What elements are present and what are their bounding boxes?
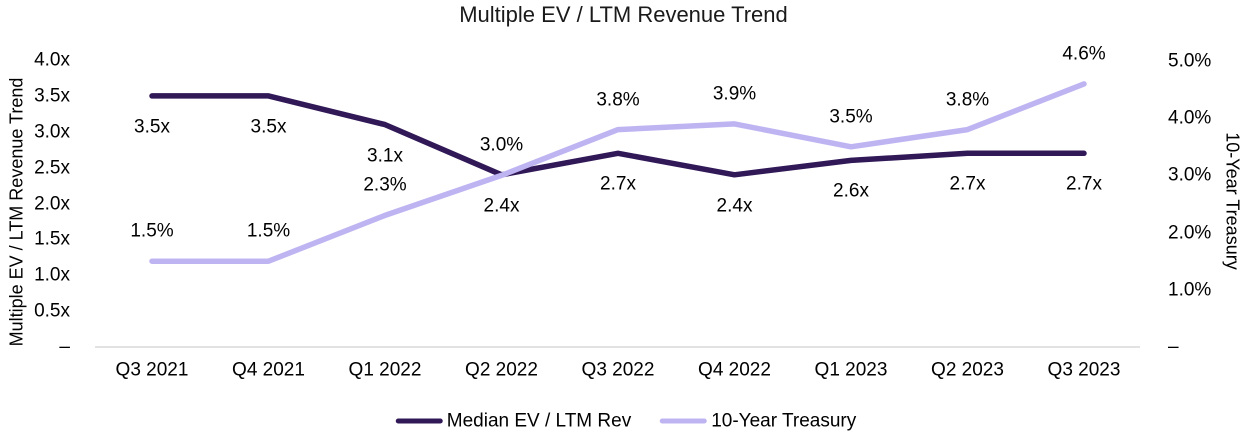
x-axis-label: Q2 2023: [931, 359, 1004, 381]
right-tick-label: 1.0%: [1168, 279, 1212, 301]
data-label: 3.1x: [367, 145, 403, 167]
data-label: 2.6x: [833, 180, 869, 202]
right-tick-label: 3.0%: [1168, 164, 1212, 186]
right-tick-label: 5.0%: [1168, 50, 1212, 72]
right-tick-label: –: [1168, 336, 1179, 358]
x-axis-label: Q3 2021: [115, 359, 189, 381]
left-tick-label: 1.0x: [34, 264, 70, 286]
x-axis-label: Q2 2022: [465, 359, 538, 381]
legend: Median EV / LTM Rev 10-Year Treasury: [395, 410, 856, 432]
left-tick-label: 4.0x: [34, 49, 70, 71]
data-label: 2.7x: [600, 173, 636, 195]
x-axis-label: Q1 2023: [814, 359, 888, 381]
right-tick-label: 4.0%: [1168, 107, 1212, 129]
x-axis-label: Q4 2022: [698, 359, 771, 381]
right-tick-label: 2.0%: [1168, 222, 1212, 244]
x-axis-label: Q4 2021: [232, 359, 305, 381]
data-label: 1.5%: [246, 220, 291, 242]
legend-swatch-icon: [660, 418, 708, 424]
x-axis-label: Q3 2023: [1047, 359, 1121, 381]
data-label: 2.4x: [716, 195, 753, 217]
data-label: 2.7x: [949, 173, 986, 195]
x-axis-label: Q1 2022: [348, 359, 422, 381]
left-tick-label: 0.5x: [34, 300, 70, 322]
data-label: 3.8%: [945, 89, 990, 111]
data-label: 3.9%: [712, 83, 757, 105]
data-label: 1.5%: [130, 220, 174, 242]
legend-label: Median EV / LTM Rev: [446, 410, 632, 432]
data-label: 2.7x: [1066, 173, 1102, 195]
legend-label: 10-Year Treasury: [711, 410, 857, 432]
x-axis-label: Q3 2022: [581, 359, 655, 381]
chart-title: Multiple EV / LTM Revenue Trend: [459, 2, 788, 27]
treasury-line: [149, 81, 1087, 264]
data-label: 2.4x: [483, 195, 520, 217]
legend-item: 10-Year Treasury: [660, 412, 856, 431]
left-tick-label: –: [59, 336, 70, 358]
left-tick-label: 2.0x: [34, 193, 70, 214]
data-label: 2.3%: [363, 174, 407, 196]
data-label: 3.5x: [250, 116, 287, 138]
data-label: 3.8%: [596, 89, 640, 111]
legend-item: Median EV / LTM Rev: [395, 410, 632, 432]
data-label: 4.6%: [1062, 43, 1106, 65]
legend-swatch-icon: [395, 418, 443, 424]
left-tick-label: 3.5x: [34, 85, 70, 107]
left-tick-label: 2.5x: [34, 157, 70, 179]
left-tick-label: 1.5x: [34, 228, 70, 250]
data-label: 3.5x: [134, 116, 170, 138]
data-label: 3.0%: [479, 134, 524, 156]
median-ev-line: [149, 93, 1087, 178]
data-label: 3.5%: [829, 106, 873, 128]
left-tick-label: 3.0x: [34, 121, 70, 143]
